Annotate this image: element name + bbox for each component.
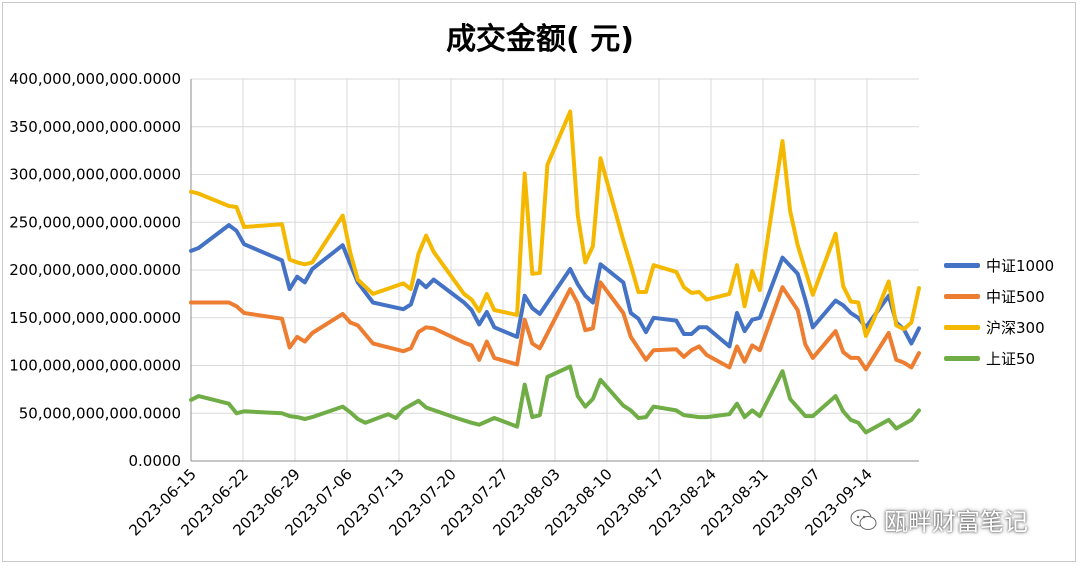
legend-label: 上证50 — [986, 350, 1036, 368]
y-tick-label: 200,000,000,000.0000 — [9, 261, 181, 279]
legend-label: 沪深300 — [986, 319, 1045, 337]
y-tick-label: 0.0000 — [129, 452, 182, 470]
watermark: 瓯畔财富笔记 — [850, 502, 1028, 537]
legend-item: 沪深300 — [944, 312, 1054, 343]
legend-label: 中证1000 — [986, 257, 1055, 275]
legend-label: 中证500 — [986, 288, 1045, 306]
y-tick-label: 400,000,000,000.0000 — [9, 70, 181, 88]
legend-item: 中证1000 — [944, 250, 1054, 281]
legend-swatch — [944, 356, 980, 361]
series-line — [189, 223, 921, 349]
series-line — [189, 109, 921, 338]
series-line — [189, 364, 921, 435]
legend-item: 上证50 — [944, 343, 1054, 374]
wechat-icon — [850, 509, 877, 530]
y-tick-label: 350,000,000,000.0000 — [9, 118, 181, 136]
y-tick-label: 250,000,000,000.0000 — [9, 213, 181, 231]
y-tick-label: 100,000,000,000.0000 — [9, 357, 181, 375]
watermark-text: 瓯畔财富笔记 — [884, 508, 1028, 536]
legend-swatch — [944, 325, 980, 330]
y-tick-label: 50,000,000,000.0000 — [19, 404, 181, 422]
chart-title: 成交金额( 元) — [446, 22, 634, 57]
legend-swatch — [944, 294, 980, 299]
series-line — [189, 280, 921, 372]
y-tick-label: 150,000,000,000.0000 — [9, 309, 181, 327]
y-tick-label: 300,000,000,000.0000 — [9, 166, 181, 184]
legend: 中证1000 中证500 沪深300 上证50 — [944, 250, 1054, 374]
legend-swatch — [944, 263, 980, 268]
legend-item: 中证500 — [944, 281, 1054, 312]
